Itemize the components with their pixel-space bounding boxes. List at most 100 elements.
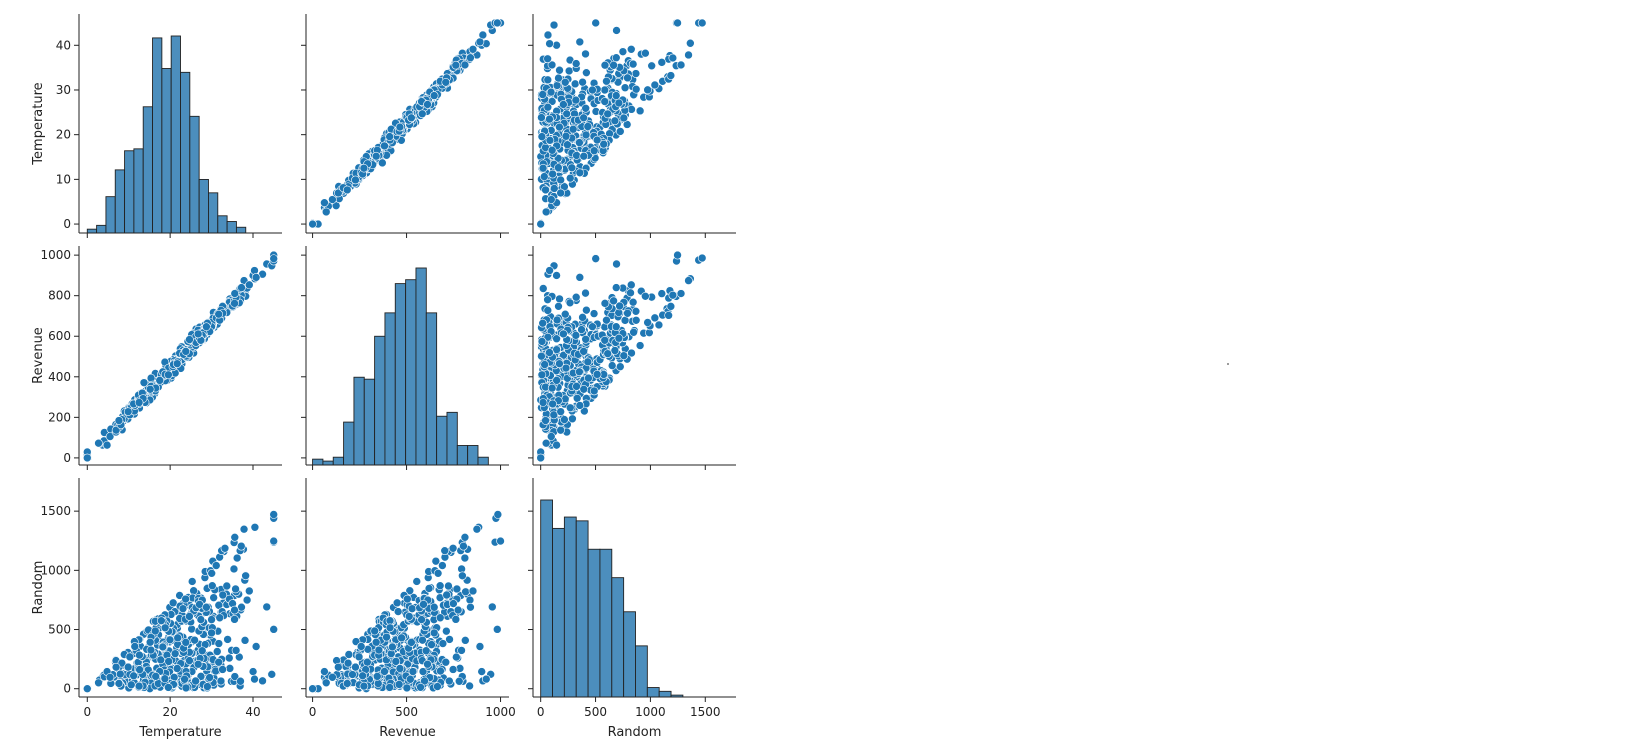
scatter-point (684, 276, 693, 285)
scatter-point (180, 674, 189, 684)
scatter-point (105, 672, 115, 682)
panel-revenue-vs-revenue (301, 246, 509, 470)
scatter-point (134, 398, 144, 407)
scatter-point (697, 253, 707, 263)
scatter-point (440, 546, 450, 555)
scatter-point (612, 26, 621, 35)
scatter-point (554, 302, 563, 311)
scatter-point (629, 327, 638, 337)
hist-bar (353, 376, 365, 466)
y-tick-label: 1500 (40, 504, 71, 518)
scatter-point (654, 320, 664, 330)
scatter-point (242, 595, 252, 605)
scatter-point (623, 308, 632, 318)
scatter-point (543, 102, 553, 112)
scatter-point (492, 625, 502, 634)
scatter-point (620, 316, 630, 325)
scatter-point (214, 309, 224, 319)
hist-bar (658, 690, 672, 698)
scatter-point (371, 151, 381, 161)
scatter-point (668, 290, 678, 300)
scatter-point (538, 163, 548, 173)
scatter-point (581, 103, 591, 113)
scatter-point (155, 376, 165, 385)
scatter-point (543, 295, 552, 304)
scatter-point (657, 58, 667, 67)
scatter-point (684, 50, 693, 60)
x-tick-label: 20 (162, 705, 177, 719)
y-tick-label: 800 (48, 289, 71, 303)
scatter-point (555, 294, 564, 304)
scatter-point (371, 637, 381, 647)
scatter-point (592, 370, 602, 379)
panel-random-vs-temperature (528, 14, 736, 238)
y-tick-label: 500 (48, 623, 71, 637)
y-tick-label: 600 (48, 329, 71, 343)
scatter-point (123, 662, 133, 672)
scatter-point (380, 667, 389, 676)
scatter-point (444, 581, 453, 591)
scatter-point (599, 139, 609, 149)
scatter-point (433, 682, 442, 691)
scatter-point (583, 357, 593, 367)
scatter-point (403, 594, 412, 604)
scatter-point (407, 604, 417, 613)
scatter-point (545, 136, 555, 145)
scatter-point (560, 182, 569, 192)
hist-bar (226, 221, 237, 234)
scatter-point (568, 124, 578, 134)
hist-bar (477, 456, 489, 466)
scatter-point (230, 299, 239, 308)
scatter-point (385, 616, 395, 625)
scatter-point (207, 569, 216, 578)
scatter-point (627, 348, 636, 358)
scatter-point (435, 613, 445, 623)
scatter-point (114, 679, 124, 688)
x-tick-label: 1500 (690, 705, 721, 719)
scatter-point (269, 510, 279, 519)
y-tick-label: 1000 (40, 248, 71, 262)
scatter-point (267, 670, 277, 679)
scatter-point (560, 77, 570, 87)
scatter-point (135, 650, 144, 660)
hist-bar (363, 378, 376, 466)
scatter-point (358, 671, 367, 681)
scatter-point (448, 665, 458, 674)
scatter-point (556, 175, 565, 185)
scatter-point (615, 301, 624, 311)
scatter-point (546, 432, 556, 441)
scatter-point (160, 674, 170, 684)
scatter-point (145, 384, 155, 394)
scatter-point (419, 600, 428, 609)
scatter-point (111, 425, 121, 435)
scatter-point (545, 39, 554, 48)
hist-bar (170, 35, 181, 234)
scatter-point (571, 331, 581, 340)
scatter-point (231, 584, 240, 594)
scatter-point (351, 662, 360, 672)
scatter-point (388, 642, 397, 652)
hist-bar (623, 611, 636, 698)
scatter-point (453, 605, 463, 615)
scatter-point (615, 362, 625, 371)
hist-bar (415, 267, 427, 466)
scatter-point (236, 676, 245, 686)
hist-bar (599, 548, 613, 698)
scatter-point (577, 325, 586, 334)
scatter-point (611, 91, 621, 100)
scatter-point (556, 407, 565, 416)
scatter-point (589, 309, 599, 318)
scatter-point (343, 658, 353, 668)
scatter-point (492, 18, 502, 28)
scatter-point (251, 642, 261, 651)
scatter-point (611, 322, 621, 332)
scatter-point (561, 363, 571, 373)
scatter-point (320, 198, 329, 208)
hist-bar (114, 169, 126, 234)
scatter-point (185, 656, 194, 665)
hist-bar (217, 215, 228, 234)
scatter-point (547, 60, 557, 70)
scatter-point (250, 674, 259, 684)
hist-bar (180, 71, 191, 234)
scatter-point (429, 602, 439, 612)
